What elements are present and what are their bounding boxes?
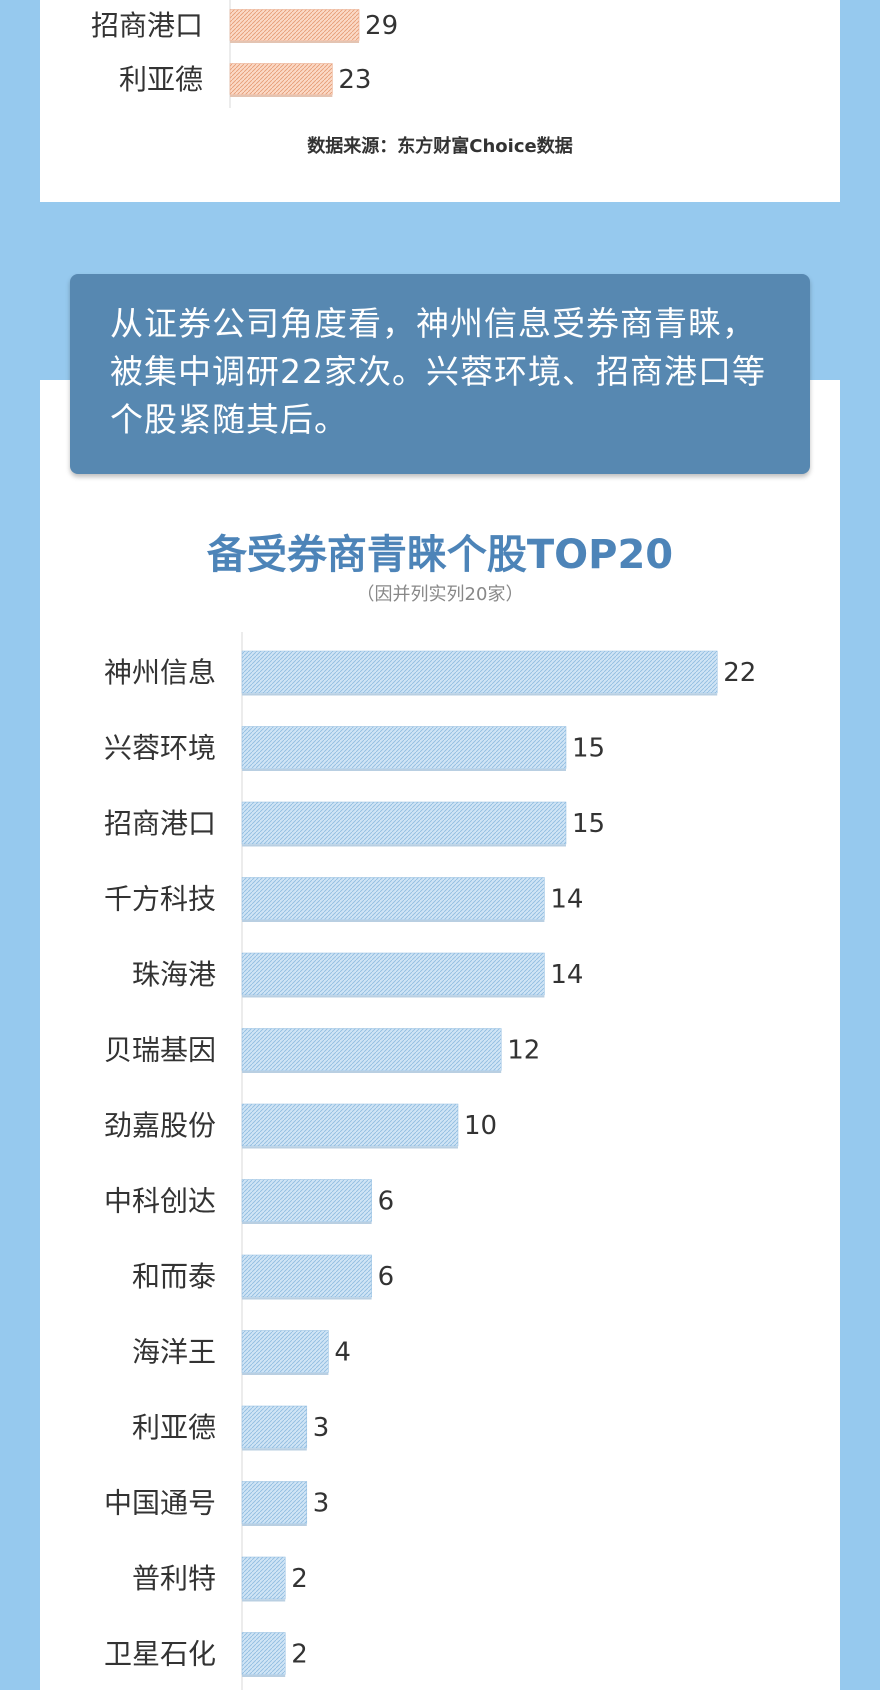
value-label: 14 [550,885,583,915]
value-label: 12 [507,1036,540,1066]
bar [241,726,567,769]
value-label: 14 [550,960,583,990]
bar [241,1556,286,1600]
bar [241,1481,308,1524]
category-label: 普利特 [132,1562,216,1595]
category-label: 劲嘉股份 [104,1109,216,1142]
value-label: 15 [572,809,605,839]
bar [241,952,545,996]
value-label: 22 [723,658,756,688]
value-label: 3 [313,1489,330,1519]
bar-group: 和而泰 6 [132,1254,395,1300]
bar [241,801,567,845]
bar-group: 招商港口 15 [104,801,605,847]
category-label: 和而泰 [132,1260,216,1293]
bar-group: 中国通号 3 [104,1481,330,1526]
bar-group: 神州信息 22 [104,650,756,696]
bar-group: 珠海港 14 [132,952,583,998]
category-label: 卫星石化 [104,1638,216,1671]
value-label: 6 [378,1262,395,1292]
category-label: 利亚德 [119,63,203,96]
category-label: 海洋王 [132,1336,216,1369]
bar-group: 海洋王 4 [132,1330,351,1375]
top-chart-panel [40,0,840,202]
value-label: 10 [464,1111,497,1141]
category-label: 珠海港 [132,958,216,991]
bar [241,1179,372,1222]
bar-group: 利亚德 23 [119,63,371,97]
value-label: 4 [334,1338,351,1368]
category-label: 神州信息 [104,656,216,689]
data-source-note: 数据来源：东方财富Choice数据 [307,136,573,157]
callout-text: 从证券公司角度看，神州信息受券商青睐，被集中调研22家次。兴蓉环境、招商港口等个… [110,304,766,439]
bar-group: 卫星石化 2 [104,1632,308,1677]
bar [241,1632,286,1675]
bar-group: 贝瑞基因 12 [104,1028,540,1073]
bar [229,63,333,95]
value-label: 6 [378,1187,395,1217]
bar-group: 招商港口 29 [91,9,398,43]
bar [241,1103,459,1147]
category-label: 利亚德 [132,1411,216,1444]
summary-callout: 从证券公司角度看，神州信息受券商青睐，被集中调研22家次。兴蓉环境、招商港口等个… [70,274,810,474]
category-label: 招商港口 [104,807,216,840]
bar-group: 劲嘉股份 10 [104,1103,497,1149]
value-label: 3 [313,1413,330,1443]
value-label: 23 [338,65,371,95]
chart-subtitle: （因并列实列20家） [356,584,524,605]
bar [241,1028,502,1071]
bar [241,1405,308,1449]
category-label: 中国通号 [104,1487,216,1520]
bar-group: 利亚德 3 [132,1405,330,1451]
category-label: 贝瑞基因 [104,1034,216,1067]
category-label: 兴蓉环境 [104,732,216,765]
category-label: 招商港口 [91,9,203,42]
bar [241,1254,372,1298]
value-label: 15 [572,734,605,764]
category-label: 中科创达 [104,1185,216,1218]
bar-group: 普利特 2 [132,1556,308,1602]
bar [241,877,545,920]
bar-group: 千方科技 14 [104,877,583,922]
bar-group: 中科创达 6 [104,1179,395,1224]
value-label: 29 [365,11,398,41]
chart-title: 备受券商青睐个股TOP20 [206,532,674,578]
bar-group: 兴蓉环境 15 [104,726,605,771]
value-label: 2 [291,1640,308,1670]
bar [241,1330,329,1373]
category-label: 千方科技 [104,883,216,916]
bar [229,9,360,41]
value-label: 2 [291,1564,308,1594]
bar [241,650,718,694]
